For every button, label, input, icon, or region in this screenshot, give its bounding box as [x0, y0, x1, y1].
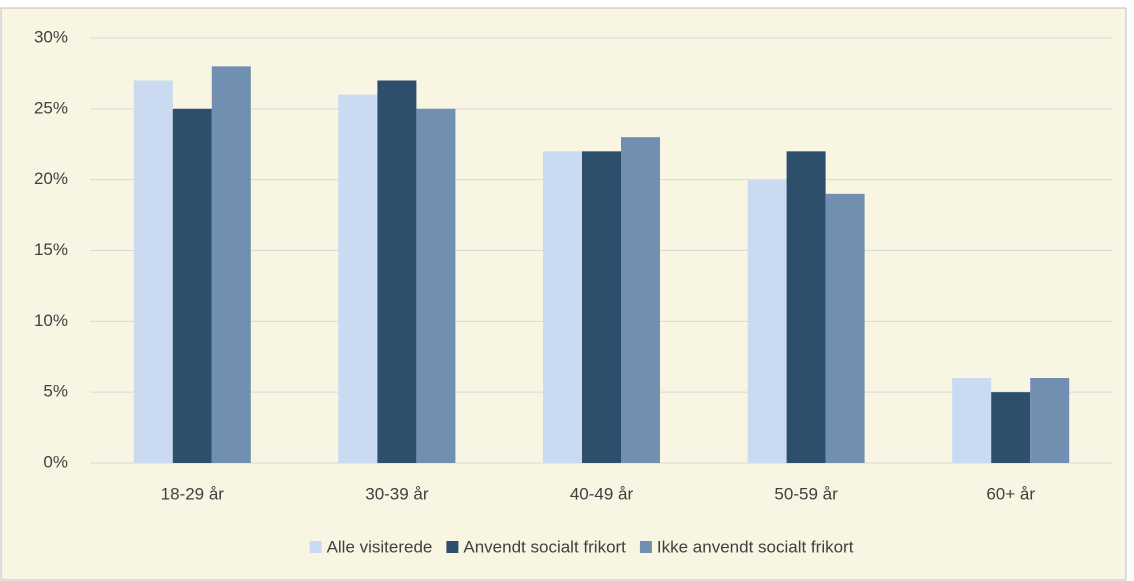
bar: [543, 151, 582, 464]
legend-swatch: [446, 541, 459, 553]
bar: [172, 108, 212, 463]
bar: [991, 392, 1031, 463]
bar: [825, 193, 865, 464]
x-tick-label: 50-59 år: [774, 484, 838, 503]
bar: [747, 179, 787, 463]
bar: [582, 151, 621, 464]
legend-label: Ikke anvendt socialt frikort: [657, 537, 854, 556]
bar: [952, 378, 992, 463]
y-tick-label: 5%: [43, 382, 68, 401]
y-tick-label: 30%: [34, 27, 68, 46]
y-tick-label: 15%: [34, 240, 68, 259]
x-tick-label: 30-39 år: [365, 484, 429, 503]
legend-label: Anvendt socialt frikort: [463, 537, 626, 556]
legend-label: Alle visiterede: [327, 537, 433, 556]
x-tick-label: 40-49 år: [570, 484, 634, 503]
y-tick-label: 10%: [34, 311, 68, 330]
y-tick-label: 0%: [43, 452, 68, 471]
y-tick-label: 25%: [34, 98, 68, 117]
y-tick-label: 20%: [34, 169, 68, 188]
legend-swatch: [309, 541, 322, 553]
bar: [377, 80, 417, 463]
bar: [1030, 378, 1070, 463]
bar: [416, 108, 456, 463]
bar: [621, 137, 660, 463]
bar: [133, 80, 173, 463]
bar: [211, 66, 251, 463]
legend-swatch: [639, 541, 652, 553]
x-tick-label: 18-29 år: [161, 484, 225, 503]
bar: [786, 151, 826, 464]
x-tick-label: 60+ år: [986, 484, 1035, 503]
bar: [338, 94, 378, 464]
